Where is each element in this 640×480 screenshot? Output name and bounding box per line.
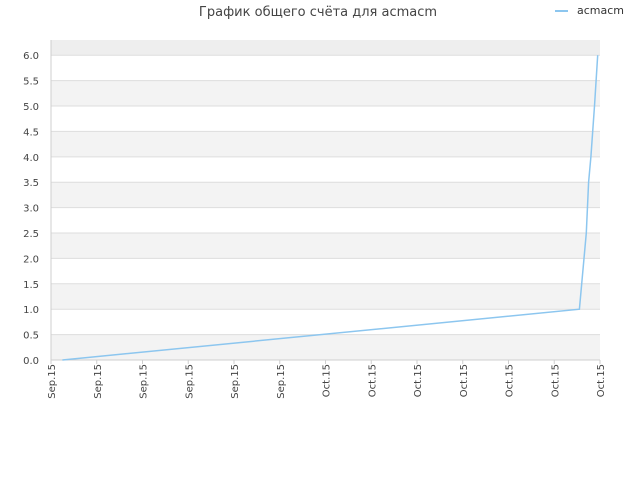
y-tick-label: 1.5 [23,280,39,291]
y-tick-label: 3.5 [23,178,39,189]
y-tick-label: 4.0 [23,153,39,164]
x-tick-label: Sep.15 [47,364,58,399]
y-tick-label: 6.0 [23,51,39,62]
y-tick-label: 2.5 [23,229,39,240]
grid-band [51,80,600,107]
x-tick-label: Sep.15 [184,364,195,399]
legend[interactable]: acmacm [555,4,624,17]
y-tick-label: 4.5 [23,127,39,138]
legend-swatch [555,9,568,12]
y-tick-label: 0.5 [23,331,39,342]
x-tick-label: Sep.15 [93,364,104,399]
x-tick-label: Oct.15 [367,364,378,397]
grid-band [51,334,600,360]
x-tick-label: Sep.15 [276,364,287,399]
x-tick-label: Oct.15 [413,364,424,397]
x-tick-label: Oct.15 [596,364,607,397]
x-tick-label: Oct.15 [459,364,470,397]
y-tick-label: 5.0 [23,102,39,113]
grid-band [51,283,600,310]
y-tick-label: 2.0 [23,254,39,265]
x-tick-label: Sep.15 [139,364,150,399]
chart-title: График общего счёта для acmacm [198,5,438,20]
grid-band [51,131,600,157]
y-tick-label: 1.0 [23,305,39,316]
x-tick-label: Oct.15 [505,364,516,397]
y-tick-label: 0.0 [23,356,39,367]
legend-label: acmacm [577,4,625,17]
y-tick-label: 3.0 [23,204,39,215]
y-tick-label: 5.5 [23,77,39,88]
grid-band [51,40,600,56]
x-tick-label: Sep.15 [230,364,241,399]
series-line [62,55,599,361]
x-tick-label: Oct.15 [550,364,561,397]
grid-band [51,233,600,259]
x-tick-label: Oct.15 [322,364,333,397]
grid-band [51,182,600,208]
